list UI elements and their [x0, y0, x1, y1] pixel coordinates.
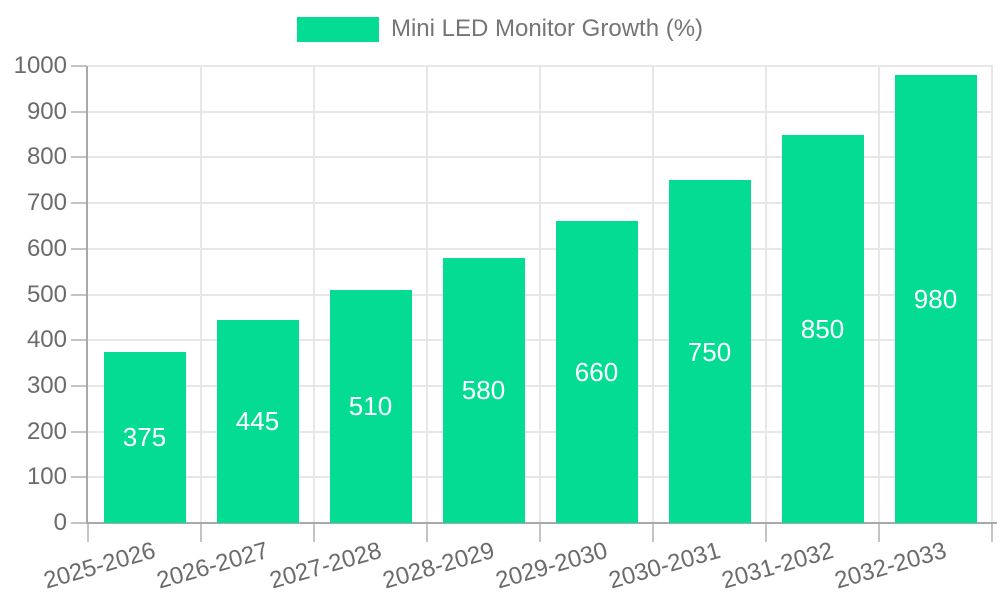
y-axis-line — [86, 66, 88, 523]
x-axis-tick — [426, 523, 428, 542]
y-axis-tick — [71, 65, 87, 67]
bar[interactable]: 375 — [103, 351, 186, 523]
x-tick-label: 2031-2032 — [718, 536, 837, 595]
x-axis-tick — [991, 523, 993, 542]
bar-value-label: 660 — [574, 357, 619, 388]
y-tick-label: 0 — [53, 509, 67, 536]
y-axis-tick — [71, 522, 87, 524]
x-axis-tick — [200, 523, 202, 542]
x-tick-label: 2029-2030 — [492, 536, 611, 595]
bar-value-label: 750 — [687, 336, 732, 367]
y-axis-tick — [71, 156, 87, 159]
bar-value-label: 850 — [800, 313, 845, 344]
bar[interactable]: 980 — [894, 75, 977, 523]
bar[interactable]: 850 — [781, 134, 864, 523]
bar-value-label: 980 — [913, 284, 958, 315]
bar[interactable]: 445 — [216, 319, 299, 523]
gridline-vertical — [426, 66, 428, 523]
x-tick-label: 2030-2031 — [605, 536, 724, 595]
x-axis-line — [86, 522, 997, 524]
bar[interactable]: 750 — [668, 180, 751, 523]
x-tick-label: 2026-2027 — [153, 536, 272, 595]
y-axis-tick — [71, 202, 87, 205]
bar-value-label: 510 — [348, 391, 393, 422]
y-tick-label: 700 — [26, 189, 67, 217]
y-axis-tick — [71, 110, 87, 113]
y-tick-label: 100 — [26, 463, 67, 491]
y-tick-label: 1000 — [13, 52, 67, 79]
y-axis-tick — [71, 430, 87, 433]
gridline-vertical — [313, 66, 315, 523]
x-axis-tick — [878, 523, 880, 542]
x-tick-label: 2027-2028 — [266, 536, 385, 595]
y-tick-label: 500 — [26, 280, 67, 308]
x-tick-label: 2032-2033 — [831, 536, 950, 595]
legend-label: Mini LED Monitor Growth (%) — [390, 15, 704, 42]
y-tick-label: 800 — [26, 143, 67, 171]
y-axis-tick — [71, 339, 87, 342]
y-axis-tick — [71, 293, 87, 296]
y-axis-tick — [71, 247, 87, 250]
y-axis-tick — [71, 384, 87, 387]
gridline-vertical — [200, 66, 202, 523]
x-axis-tick — [652, 523, 654, 542]
bar[interactable]: 580 — [442, 257, 525, 523]
legend-swatch — [296, 16, 379, 42]
y-tick-label: 900 — [26, 97, 67, 125]
bar-value-label: 445 — [235, 406, 280, 437]
y-tick-label: 300 — [26, 371, 67, 399]
y-axis-tick — [71, 476, 87, 479]
x-tick-label: 2028-2029 — [379, 536, 498, 595]
y-tick-label: 400 — [26, 326, 67, 354]
gridline-vertical — [991, 66, 993, 523]
bar[interactable]: 660 — [555, 221, 638, 523]
bar-value-label: 580 — [461, 375, 506, 406]
x-axis-tick — [87, 523, 89, 542]
gridline-vertical — [765, 66, 767, 523]
gridline-vertical — [878, 66, 880, 523]
gridline-vertical — [652, 66, 654, 523]
y-tick-label: 200 — [26, 417, 67, 445]
bar[interactable]: 510 — [329, 289, 412, 523]
bar-value-label: 375 — [122, 422, 167, 453]
gridline-vertical — [539, 66, 541, 523]
x-axis-tick — [765, 523, 767, 542]
x-axis-tick — [313, 523, 315, 542]
x-axis-tick — [539, 523, 541, 542]
y-tick-label: 600 — [26, 234, 67, 262]
legend[interactable]: Mini LED Monitor Growth (%) — [296, 14, 704, 44]
x-tick-label: 2025-2026 — [40, 536, 159, 595]
